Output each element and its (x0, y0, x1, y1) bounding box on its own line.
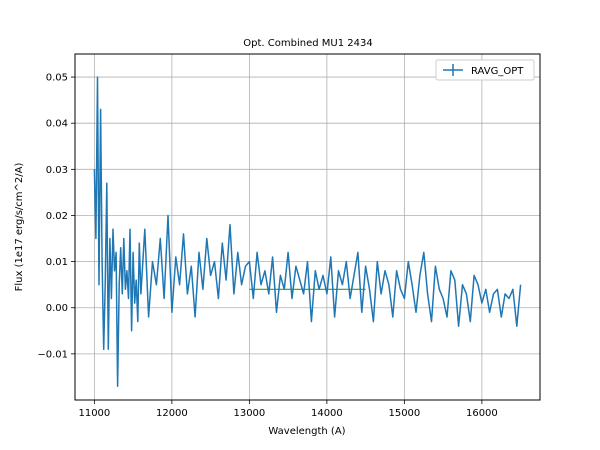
x-tick-label: 11000 (78, 408, 110, 419)
y-tick-label: −0.01 (37, 349, 68, 360)
x-tick-label: 16000 (466, 408, 498, 419)
chart-title: Opt. Combined MU1 2434 (243, 38, 372, 49)
y-tick-label: 0.00 (46, 303, 68, 314)
legend: RAVG_OPT (435, 59, 535, 81)
x-tick-label: 14000 (311, 408, 343, 419)
x-tick-label: 12000 (156, 408, 188, 419)
plot-frame (74, 53, 541, 401)
y-tick-label: 0.02 (46, 211, 68, 222)
plot-area (75, 54, 540, 400)
legend-entry-ravg-opt: RAVG_OPT (471, 66, 524, 77)
legend-box (435, 59, 535, 81)
y-tick-label: 0.03 (46, 165, 68, 176)
x-tick-label: 15000 (388, 408, 420, 419)
series-ravg-opt-line (93, 76, 522, 387)
x-tick-label: 13000 (233, 408, 265, 419)
y-tick-label: 0.01 (46, 257, 68, 268)
y-axis-label: Flux (1e17 erg/s/cm^2/A) (14, 163, 25, 292)
ticks: 11000 12000 13000 14000 15000 16000 −0.01 0.00 0… (37, 73, 497, 419)
y-tick-label: 0.05 (46, 73, 68, 84)
x-axis-label: Wavelength (A) (268, 426, 345, 437)
y-tick-label: 0.04 (46, 119, 68, 130)
series-layer (93, 76, 522, 387)
